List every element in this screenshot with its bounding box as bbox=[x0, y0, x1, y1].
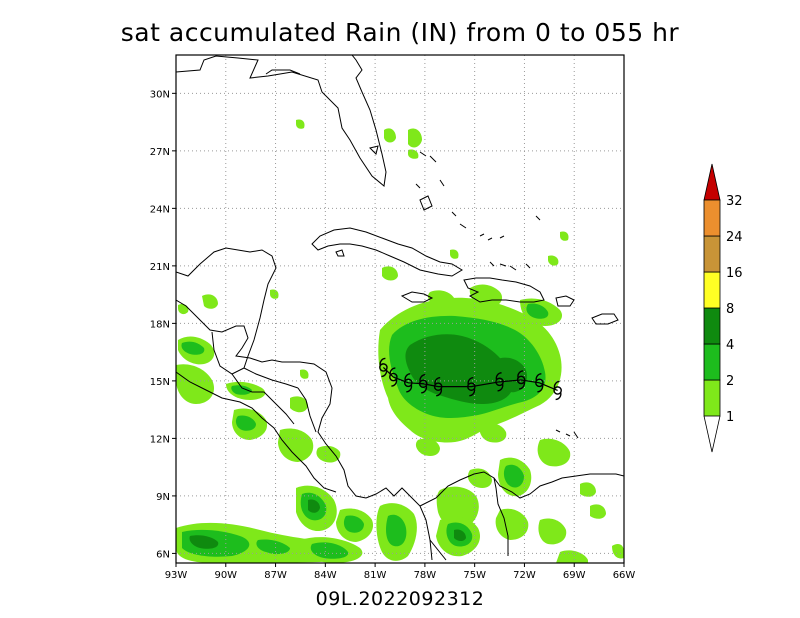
tropical-storm-symbol bbox=[418, 374, 428, 394]
tropical-storm-symbol bbox=[516, 370, 526, 390]
colorbar-swatch bbox=[703, 343, 721, 381]
lat-tick-label: 30N bbox=[150, 89, 170, 100]
colorbar-label: 32 bbox=[726, 194, 743, 209]
lon-tick-label: 66W bbox=[613, 570, 636, 581]
colorbar-swatch bbox=[703, 271, 721, 309]
tropical-storm-symbol bbox=[389, 367, 398, 387]
storm-track bbox=[379, 357, 562, 401]
lon-tick-label: 78W bbox=[414, 570, 437, 581]
map-gridlines bbox=[176, 55, 624, 563]
lon-tick-label: 84W bbox=[314, 570, 337, 581]
lat-tick-label: 15N bbox=[150, 377, 170, 388]
lat-tick-label: 18N bbox=[150, 319, 170, 330]
lon-tick-label: 72W bbox=[513, 570, 536, 581]
lat-tick-label: 21N bbox=[150, 262, 170, 273]
tropical-storm-symbol bbox=[495, 372, 504, 392]
lat-axis: 6N 9N 12N 15N 18N 21N 24N 27N 30N bbox=[150, 89, 176, 560]
colorbar-label: 1 bbox=[726, 410, 734, 425]
lon-tick-label: 69W bbox=[563, 570, 586, 581]
map-title: sat accumulated Rain (IN) from 0 to 055 … bbox=[120, 18, 680, 47]
storm-track-line bbox=[382, 367, 558, 392]
colorbar-swatch bbox=[703, 379, 721, 417]
lon-tick-label: 75W bbox=[463, 570, 486, 581]
lat-tick-label: 27N bbox=[150, 147, 170, 158]
tropical-storm-symbol bbox=[403, 373, 413, 393]
lat-tick-label: 24N bbox=[150, 204, 170, 215]
lon-axis: 93W 90W 87W 84W 81W 78W 75W 72W 69W 66W bbox=[165, 563, 636, 581]
colorbar-bottom-tail bbox=[703, 415, 721, 453]
lon-tick-label: 90W bbox=[214, 570, 237, 581]
tropical-storm-symbol bbox=[467, 376, 476, 397]
colorbar-swatch bbox=[703, 235, 721, 273]
colorbar-swatch bbox=[703, 307, 721, 345]
coastlines bbox=[176, 55, 624, 561]
colorbar-label: 8 bbox=[726, 302, 734, 317]
tropical-storm-symbol bbox=[535, 373, 544, 393]
colorbar-swatch bbox=[703, 199, 721, 237]
lat-tick-label: 6N bbox=[156, 549, 170, 560]
tropical-storm-symbol bbox=[433, 376, 443, 397]
lon-tick-label: 81W bbox=[364, 570, 387, 581]
tropical-storm-symbol bbox=[379, 357, 388, 378]
lat-tick-label: 9N bbox=[156, 492, 170, 503]
lon-tick-label: 93W bbox=[165, 570, 188, 581]
colorbar-label: 4 bbox=[726, 338, 734, 353]
storm-id-label: 09L.2022092312 bbox=[315, 588, 485, 610]
lon-tick-label: 87W bbox=[264, 570, 287, 581]
map-frame bbox=[175, 54, 625, 564]
colorbar-label: 16 bbox=[726, 266, 743, 281]
colorbar-label: 24 bbox=[726, 230, 743, 245]
colorbar-top-arrow bbox=[703, 163, 721, 201]
colorbar-label: 2 bbox=[726, 374, 734, 389]
rain-area-central-heavy bbox=[405, 334, 513, 404]
lat-tick-label: 12N bbox=[150, 434, 170, 445]
tropical-storm-symbol bbox=[553, 380, 562, 401]
